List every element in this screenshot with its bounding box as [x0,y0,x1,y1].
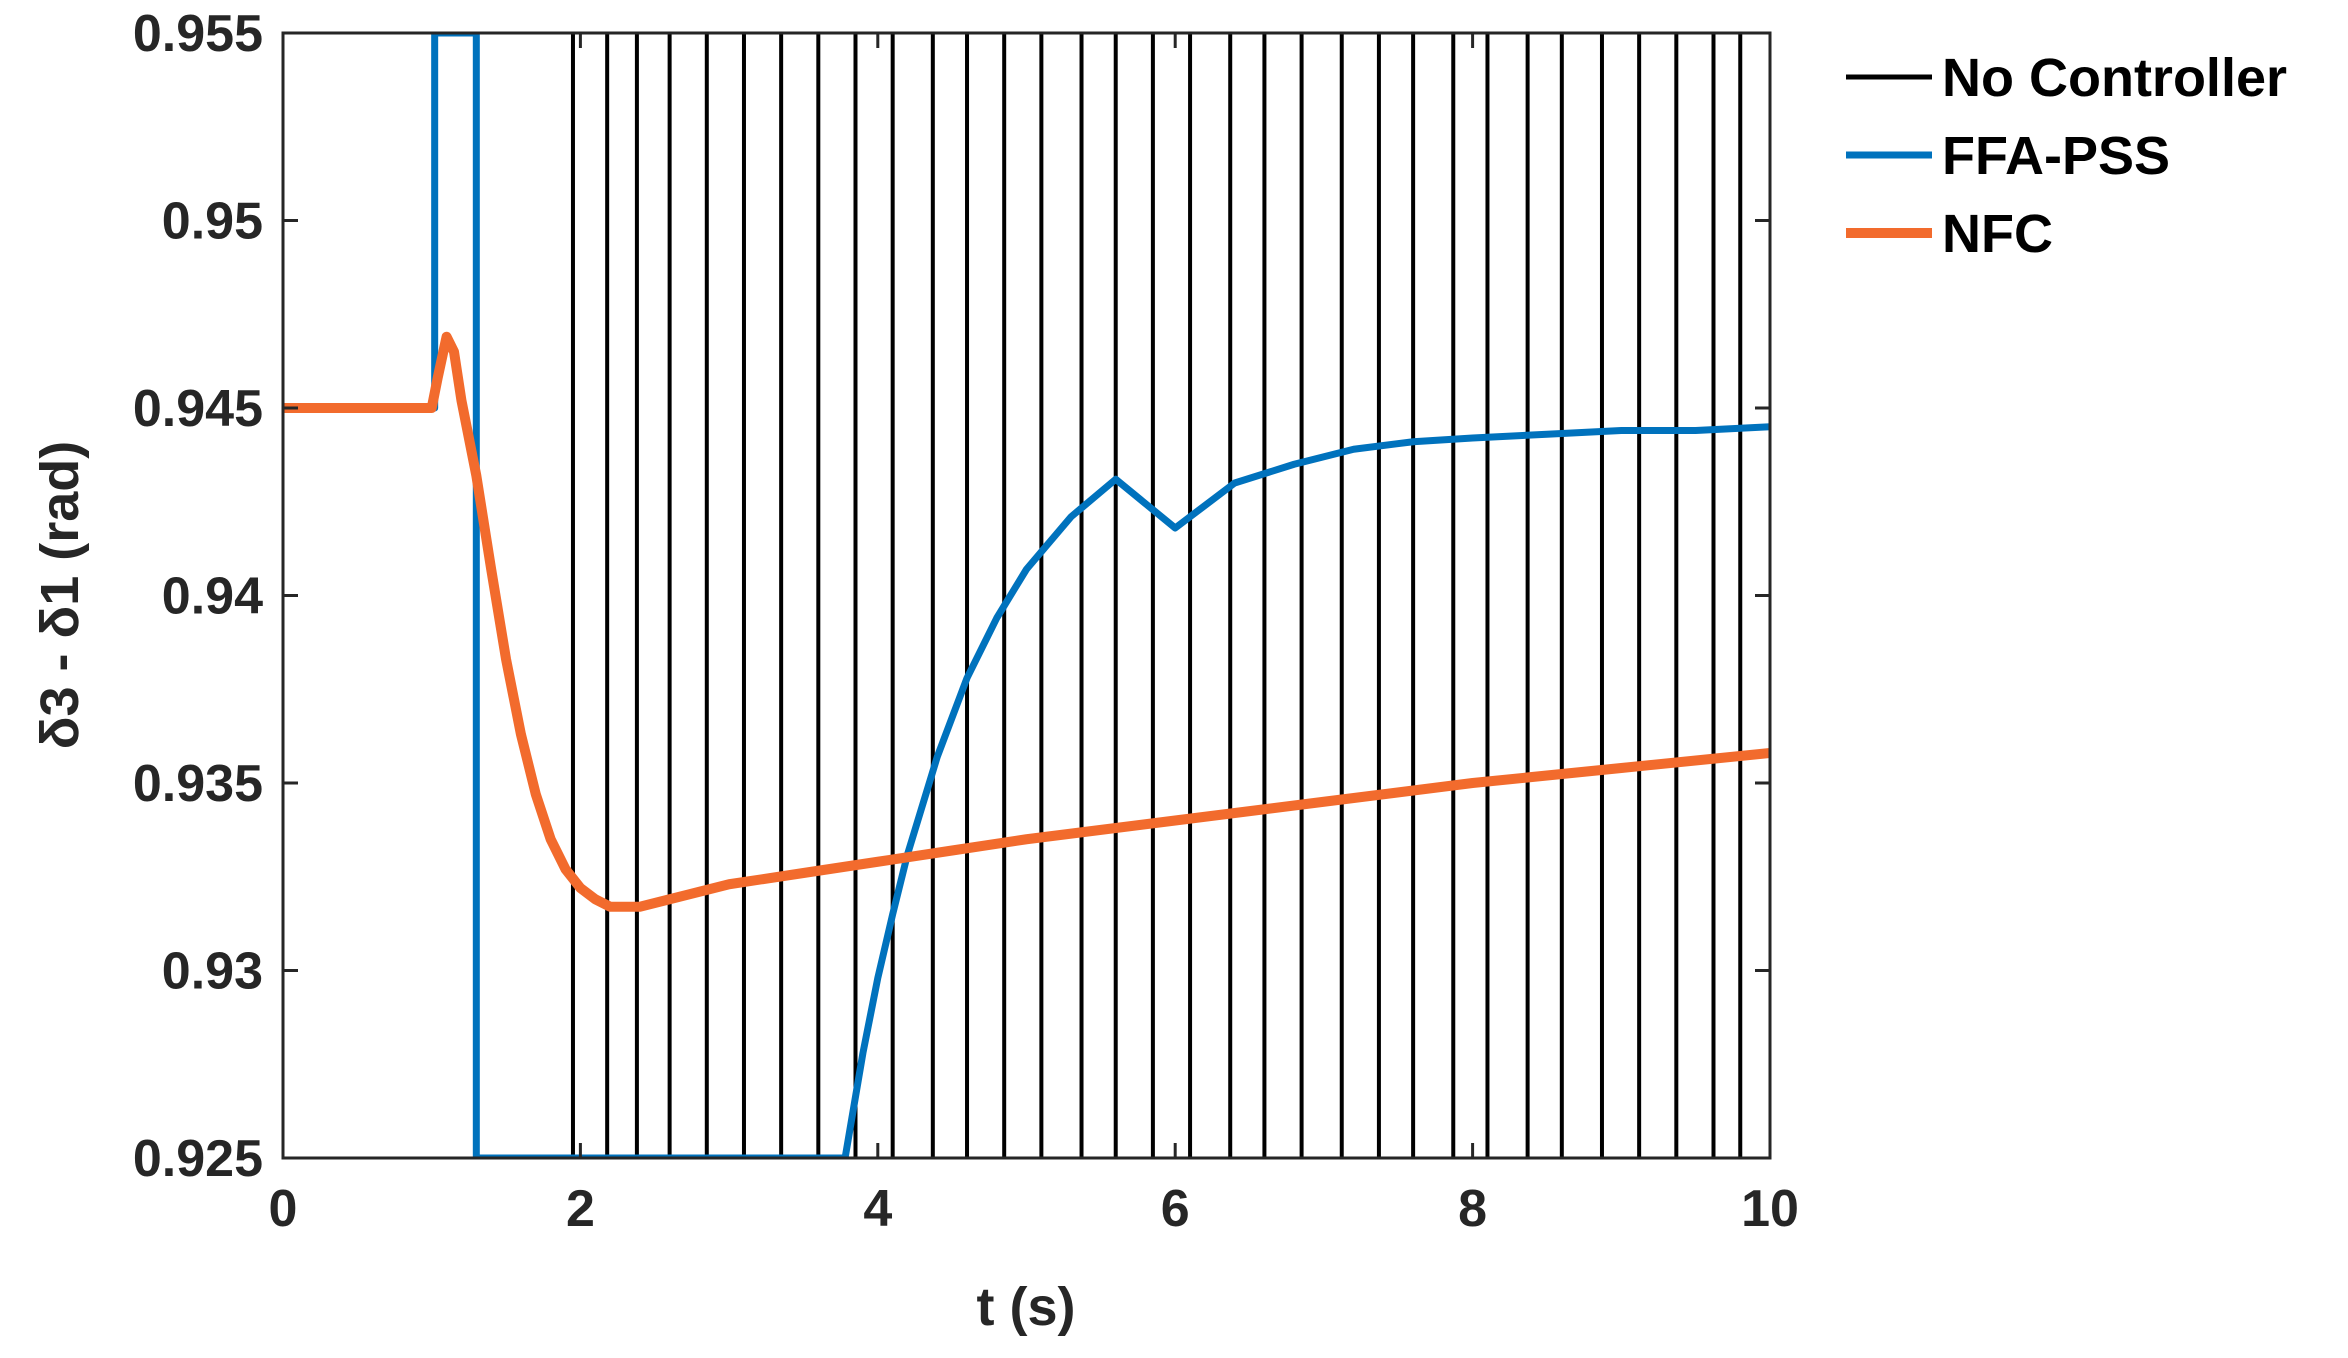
y-tick-label: 0.94 [162,568,263,626]
series-line-ffa-pss [283,33,1770,1158]
x-tick-label: 2 [566,1180,595,1238]
x-tick-label: 10 [1741,1180,1799,1238]
x-tick-label: 6 [1161,1180,1190,1238]
y-axis-label: δ3 - δ1 (rad) [30,441,90,750]
y-tick-label: 0.93 [162,943,263,1001]
legend: No Controller FFA-PSS NFC [1846,48,2287,264]
x-tick-label: 4 [863,1180,892,1238]
series-layer [283,33,1770,1158]
legend-label-nfc: NFC [1942,204,2053,264]
y-tick-label: 0.95 [162,193,263,251]
ticks-layer [281,31,1772,1160]
plot-area [283,33,1770,1158]
series-line-nfc [283,331,1770,912]
x-axis-label: t (s) [977,1277,1076,1337]
y-tick-label: 0.945 [133,380,263,438]
x-tick-label: 0 [269,1180,298,1238]
y-tick-label: 0.955 [133,5,263,63]
tick-labels-layer: 0 2 4 6 8 10 0.925 0.93 0.935 0.94 0.945 0.95 0.955 [133,5,1799,1238]
y-tick-label: 0.935 [133,755,263,813]
legend-label-ffa-pss: FFA-PSS [1942,126,2170,186]
x-tick-label: 8 [1458,1180,1487,1238]
legend-label-no-controller: No Controller [1942,48,2287,108]
y-tick-label: 0.925 [133,1130,263,1188]
